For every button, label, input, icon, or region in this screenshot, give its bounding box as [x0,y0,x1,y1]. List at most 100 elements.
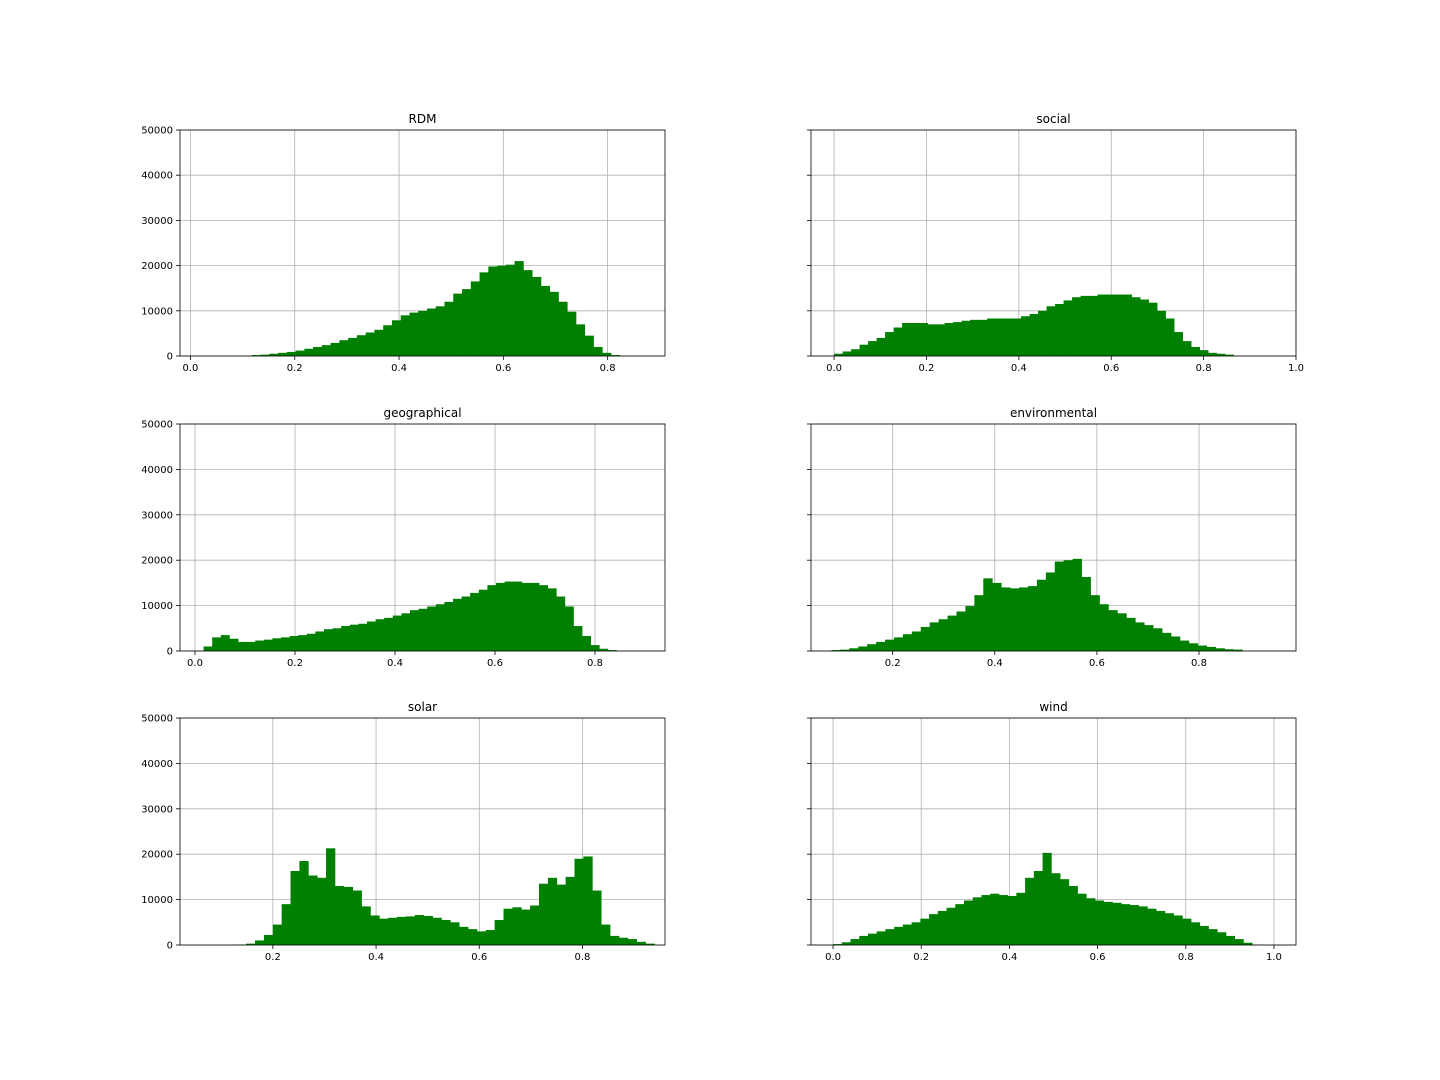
histogram-bar [876,337,886,356]
histogram-bar [1225,935,1236,945]
histogram-bar [1060,879,1070,945]
histogram-bar [965,606,975,651]
histogram-bar [601,924,611,945]
histogram-bar [494,920,504,945]
x-tick-label: 0.4 [368,952,384,963]
histogram-bar [1063,300,1073,356]
subplot-title: social [1036,112,1070,126]
histogram-bar [556,884,567,945]
histogram-bar [1106,294,1115,356]
histogram-bar [370,915,380,945]
histogram-bar [1103,901,1113,945]
histogram-bar [255,940,265,945]
x-tick-label: 0.6 [1090,952,1106,963]
histogram-bar [849,648,859,651]
histogram-bar [850,939,860,945]
histogram-bar [397,916,407,945]
y-tick-label: 0 [167,647,173,658]
histogram-bar [1051,873,1061,945]
histogram-bar [1224,649,1234,651]
histogram-bar [352,890,362,945]
x-tick-label: 0.2 [913,952,929,963]
axes-frame [810,423,1297,652]
histogram-bar [315,631,325,651]
subplot-RDM: 0.0 0.2 0.4 0.6 0.8 0 10000 20000 30000 40000 5000… [141,112,666,374]
x-tick-label: 0.0 [825,952,841,963]
histogram-bar [1114,294,1124,356]
histogram-bar [1197,645,1208,651]
y-tick-label: 40000 [141,759,173,770]
histogram-bar [876,931,886,945]
histogram-bar [361,906,371,945]
histogram-bar [859,344,869,356]
histogram-bar [388,917,398,945]
histogram-bar [1001,587,1011,651]
histogram-bar [278,352,288,356]
histogram-bar [1234,939,1244,945]
histogram-bar [1089,295,1098,356]
histogram-bar [609,935,620,945]
axes-frame [179,717,666,946]
histogram-bar [432,917,442,945]
histogram-bar [618,937,629,945]
x-tick-label: 0.8 [1178,952,1194,963]
histogram-bar [1157,310,1166,356]
histogram-bar [418,608,428,651]
histogram-bar [229,638,239,651]
histogram-bar [592,890,602,945]
histogram-bar [272,638,282,651]
x-tick-label: 0.6 [495,363,511,374]
histogram-bar [513,581,523,651]
histogram-bar [1055,304,1064,356]
histogram-bar [251,355,261,356]
x-tick-label: 0.2 [287,363,303,374]
histogram-bar [313,346,323,356]
histogram-bar [1072,558,1082,651]
histogram-bar [1131,297,1141,356]
x-tick-label: 1.0 [1288,363,1304,374]
histogram-bar [539,883,549,945]
histogram-bar [575,324,586,356]
histogram-bar [867,933,878,945]
histogram-bar [1021,316,1030,356]
histogram-bar [505,264,515,356]
histogram-bar [1046,306,1056,356]
histogram-bar [1170,636,1181,651]
histogram-bar [1161,632,1172,651]
histogram-bar [955,904,965,945]
histogram-bar [937,910,947,945]
y-tick-label: 50000 [141,420,173,431]
histogram-bar [468,929,478,945]
histogram-bar [1138,906,1148,945]
histogram-bar [1080,295,1090,356]
histogram-bar [1174,332,1183,356]
histogram-bar [532,276,542,356]
histogram-bar [298,635,308,651]
histogram-bar [1156,910,1166,945]
y-tick-label: 10000 [141,306,173,317]
histogram-bar [281,904,291,945]
histogram-bar [1019,587,1029,651]
histogram-bar [453,598,462,651]
histogram-bar [289,636,299,651]
histogram-bar [306,633,316,651]
histogram-bar [1199,925,1209,945]
histogram-bar [911,631,922,651]
histogram-bar [1072,297,1081,356]
histogram-bar [304,348,314,356]
histogram-bar [324,629,333,651]
histogram-bar [1099,604,1109,651]
histogram-bar [1016,892,1026,945]
subplot-social: 0.0 0.2 0.4 0.6 0.8 1.0 social [807,112,1304,374]
histogram-bar [610,355,621,356]
x-tick-label: 0.6 [1089,658,1105,669]
histogram-bar [1208,929,1218,945]
histogram-bar [512,907,522,945]
histogram-bar [593,346,603,356]
histogram-bar [893,327,903,356]
histogram-bar [496,582,505,651]
histogram-bar [290,870,300,945]
histogram-bar [946,907,956,945]
histogram-bar [567,311,577,356]
histogram-bar [260,354,270,356]
